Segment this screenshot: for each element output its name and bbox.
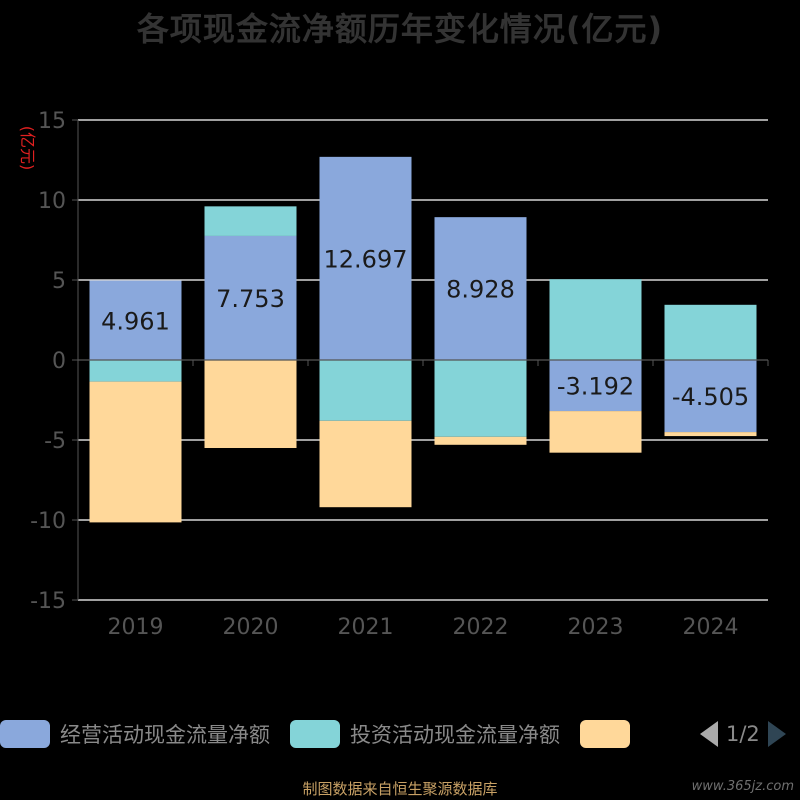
bar-2021-series-2[interactable] (319, 420, 412, 508)
bar-2021-series-0[interactable] (319, 156, 412, 360)
legend-item-operating[interactable]: 经营活动现金流量净额 (0, 719, 270, 749)
bars (89, 156, 757, 523)
pager-text: 1/2 (726, 722, 760, 746)
data-label-2022: 8.928 (446, 276, 515, 304)
x-tick-label: 2021 (338, 615, 394, 640)
legend: 经营活动现金流量净额 投资活动现金流量净额 (0, 718, 660, 750)
bar-2024-series-2[interactable] (664, 432, 757, 437)
y-tick-label: 0 (52, 349, 66, 374)
x-tick-label: 2023 (568, 615, 624, 640)
bar-2020-series-2[interactable] (204, 360, 297, 448)
bar-2020-series-0[interactable] (204, 235, 297, 360)
chart-title: 各项现金流净额历年变化情况(亿元) (136, 10, 664, 48)
bar-2019-series-2[interactable] (89, 381, 182, 523)
data-label-2024: -4.505 (672, 383, 749, 411)
legend-pager: 1/2 (700, 718, 786, 750)
watermark: www.365jz.com (691, 779, 794, 794)
y-tick-label: -15 (30, 589, 66, 614)
legend-label-operating: 经营活动现金流量净额 (60, 723, 270, 747)
bar-2024-series-0[interactable] (664, 360, 757, 433)
y-tick-label: 5 (52, 269, 66, 294)
bar-2020-series-1[interactable] (204, 206, 297, 236)
bar-2024-series-1[interactable] (664, 304, 757, 360)
data-label-2019: 4.961 (101, 307, 170, 335)
y-axis-label: (亿元) (18, 126, 37, 171)
legend-swatch-operating (0, 720, 50, 748)
bar-2022-series-1[interactable] (434, 360, 527, 437)
legend-item-financing[interactable] (580, 720, 640, 748)
bar-2021-series-1[interactable] (319, 360, 412, 421)
y-tick-label: 10 (38, 189, 66, 214)
axes: 15 10 5 0 -5 -10 -15 (亿元) 2019 2020 2021 2022 2023 20… (18, 109, 769, 640)
data-label-2023: -3.192 (557, 373, 634, 401)
source-note: 制图数据来自恒生聚源数据库 (302, 780, 498, 798)
bar-2019-series-0[interactable] (89, 280, 182, 360)
x-tick-label: 2024 (683, 615, 739, 640)
x-tick-label: 2022 (453, 615, 509, 640)
y-tick-label: 15 (38, 109, 66, 134)
bar-2023-series-1[interactable] (549, 279, 642, 360)
x-tick-label: 2020 (223, 615, 279, 640)
data-label-2021: 12.697 (324, 245, 408, 273)
x-tick-label: 2019 (108, 615, 164, 640)
pager-prev-icon[interactable] (700, 721, 718, 747)
bar-2023-series-0[interactable] (549, 360, 642, 412)
bar-2023-series-2[interactable] (549, 411, 642, 453)
y-tick-label: -5 (44, 429, 66, 454)
legend-item-investing[interactable]: 投资活动现金流量净额 (290, 719, 560, 749)
bar-2019-series-1[interactable] (89, 360, 182, 382)
bar-2022-series-0[interactable] (434, 217, 527, 360)
y-tick-label: -10 (30, 509, 66, 534)
bar-2022-series-2[interactable] (434, 436, 527, 445)
legend-swatch-investing (290, 720, 340, 748)
legend-label-investing: 投资活动现金流量净额 (350, 723, 560, 747)
legend-swatch-financing (580, 720, 630, 748)
data-label-2020: 7.753 (216, 285, 285, 313)
pager-next-icon[interactable] (767, 721, 786, 747)
data-labels: 4.961 7.753 12.697 8.928 -3.192 -4.505 (101, 245, 749, 411)
gridlines (78, 119, 768, 601)
